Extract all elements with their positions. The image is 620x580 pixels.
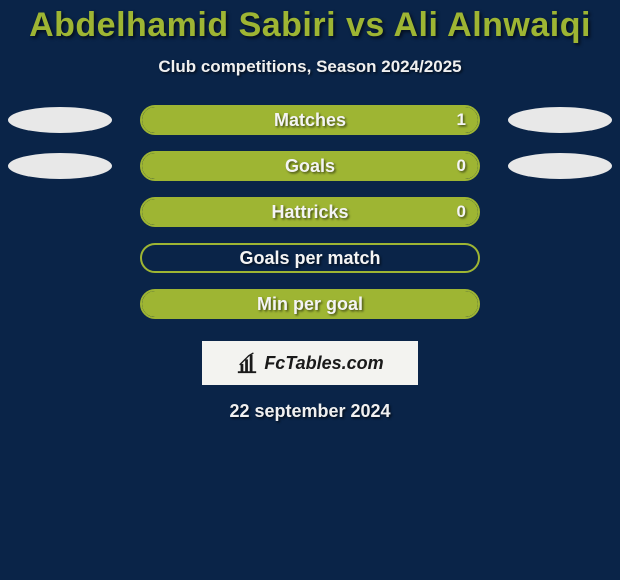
left-ellipse [8,107,112,133]
stat-row: Goals0 [0,151,620,181]
comparison-infographic: Abdelhamid Sabiri vs Ali Alnwaiqi Club c… [0,0,620,580]
stat-label: Min per goal [142,291,478,317]
stat-label: Hattricks [142,199,478,225]
date-label: 22 september 2024 [0,401,620,422]
stat-row: Matches1 [0,105,620,135]
stat-row: Goals per match [0,243,620,273]
stat-rows: Matches1Goals0Hattricks0Goals per matchM… [0,105,620,319]
stat-label: Goals [142,153,478,179]
page-title: Abdelhamid Sabiri vs Ali Alnwaiqi [0,0,620,45]
bar-chart-icon [236,352,258,374]
subtitle: Club competitions, Season 2024/2025 [0,57,620,77]
logo-box: FcTables.com [202,341,418,385]
right-ellipse [508,107,612,133]
stat-value: 0 [457,153,466,179]
stat-label: Goals per match [142,245,478,271]
stat-row: Min per goal [0,289,620,319]
stat-bar: Hattricks0 [140,197,480,227]
stat-bar: Goals per match [140,243,480,273]
stat-bar: Min per goal [140,289,480,319]
stat-bar: Goals0 [140,151,480,181]
logo-text: FcTables.com [264,353,383,374]
stat-label: Matches [142,107,478,133]
stat-bar: Matches1 [140,105,480,135]
left-ellipse [8,153,112,179]
stat-value: 1 [457,107,466,133]
stat-value: 0 [457,199,466,225]
stat-row: Hattricks0 [0,197,620,227]
right-ellipse [508,153,612,179]
